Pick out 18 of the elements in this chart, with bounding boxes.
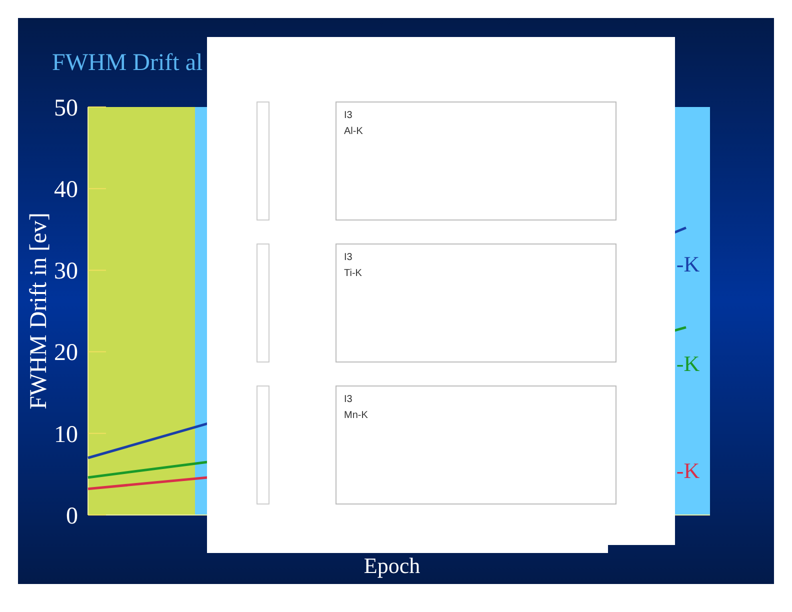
annotation: I3 bbox=[344, 394, 353, 405]
y-tick-label: 40 bbox=[54, 177, 78, 203]
annotation: I3 bbox=[344, 110, 353, 121]
text: -K bbox=[676, 458, 700, 484]
x-axis-title: Epoch bbox=[364, 553, 420, 578]
annotation: Ti-K bbox=[344, 268, 362, 279]
y-tick-label: 10 bbox=[54, 422, 78, 448]
y-tick-label: 50 bbox=[54, 95, 78, 122]
chart-title: FWHM Drift al bbox=[52, 50, 203, 76]
annotation: Al-K bbox=[344, 126, 364, 137]
series-label: -K bbox=[676, 351, 700, 376]
annotation: Mn-K bbox=[344, 410, 368, 421]
series-label: -K bbox=[676, 251, 700, 276]
annotation: I3 bbox=[344, 252, 353, 263]
y-axis-title: FWHM Drift in [ev] bbox=[26, 212, 52, 410]
y-tick-label: 0 bbox=[66, 503, 78, 530]
y-tick-label: 20 bbox=[54, 340, 78, 366]
y-tick-label: 30 bbox=[54, 258, 78, 285]
